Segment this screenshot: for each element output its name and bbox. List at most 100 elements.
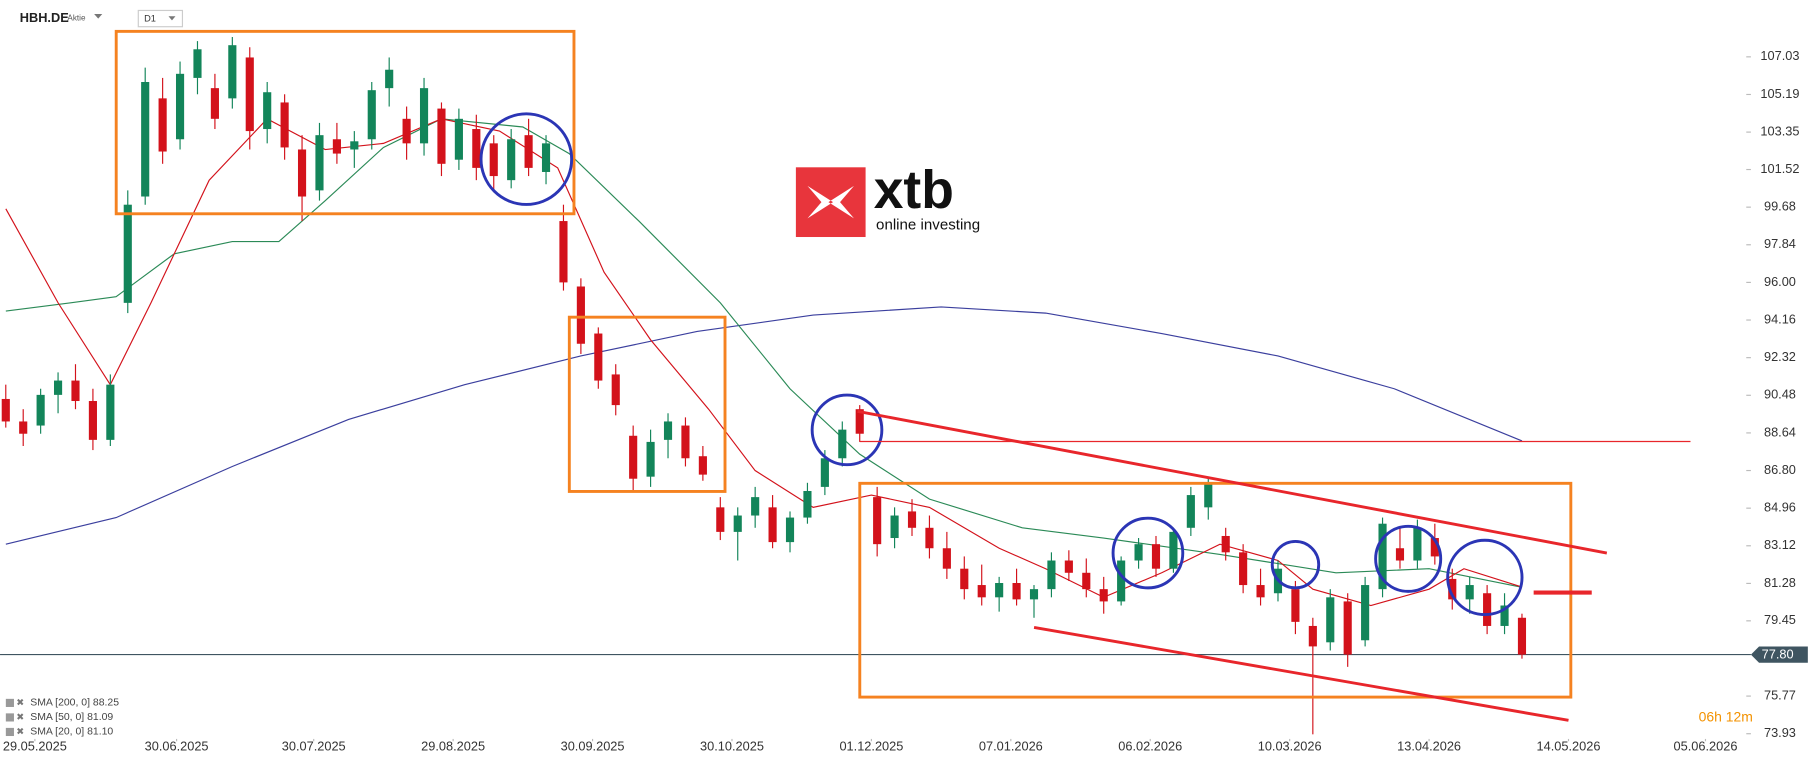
candle-body xyxy=(1204,482,1213,508)
y-tick-label: 92.32 xyxy=(1764,349,1796,364)
y-tick-label: 75.77 xyxy=(1764,687,1796,702)
candle-body xyxy=(820,458,829,487)
sma-line xyxy=(5,118,1523,588)
candle-body xyxy=(785,517,795,543)
plot: 107.03 105.19 103.35 101.52 99.68 97.84 96.00 9… xyxy=(0,37,1808,753)
candle-body xyxy=(855,409,864,434)
sma-line xyxy=(5,118,1523,607)
candle-body xyxy=(611,374,620,406)
y-tick-label: 86.80 xyxy=(1764,462,1796,477)
annotations xyxy=(114,29,1691,722)
x-tick-label: 30.06.2025 xyxy=(145,738,209,753)
candle-body xyxy=(1378,523,1387,590)
y-tick-label: 99.68 xyxy=(1764,199,1796,214)
circle-mark xyxy=(1446,538,1524,617)
legend: ✖ SMA [200, 0] 88.25 ✖ SMA [50, 0] 81.09 ✖ SM… xyxy=(5,697,119,738)
candle-body xyxy=(716,507,725,532)
circle-mark xyxy=(479,112,574,206)
candle-body xyxy=(123,204,132,303)
legend-icon xyxy=(5,698,14,707)
legend-label: SMA [20, 0] 81.10 xyxy=(30,727,113,738)
legend-close: ✖ xyxy=(16,726,24,736)
y-tick-label: 103.35 xyxy=(1760,123,1799,138)
last-price-tag xyxy=(1750,646,1808,663)
candle-body xyxy=(472,129,481,168)
candle-body xyxy=(1151,544,1161,569)
legend-icon xyxy=(5,713,14,722)
candle-body xyxy=(1483,593,1492,626)
dropdown-arrow[interactable] xyxy=(168,16,176,21)
x-tick-label: 29.05.2025 xyxy=(3,738,67,753)
y-tick-label: 90.48 xyxy=(1764,387,1796,402)
dropdown-arrow[interactable] xyxy=(94,13,103,19)
candle-body xyxy=(263,92,272,130)
y-tick-label: 105.19 xyxy=(1760,86,1799,101)
candle-body xyxy=(193,49,202,78)
candle-body xyxy=(681,425,690,459)
timeframe: D1 xyxy=(144,14,156,24)
candle-body xyxy=(1291,589,1300,622)
candle-body xyxy=(890,515,899,539)
candle-body xyxy=(175,73,185,140)
candle-body xyxy=(507,139,516,181)
candle-body xyxy=(141,82,150,197)
candle-body xyxy=(158,98,167,152)
x-tick-label: 29.08.2025 xyxy=(421,738,485,753)
candle-body xyxy=(1430,538,1439,557)
candle-body xyxy=(907,511,917,528)
timeframe-select[interactable] xyxy=(137,9,184,28)
candle-body xyxy=(228,45,237,99)
candle-body xyxy=(1134,544,1143,561)
candle-body xyxy=(960,568,969,590)
candle-body xyxy=(489,143,498,177)
circle-mark xyxy=(1374,524,1443,593)
instrument-kind: Aktie xyxy=(67,14,86,23)
candle-body xyxy=(36,394,45,426)
logo-icon xyxy=(807,185,854,219)
header: HBH.DE Aktie D1 xyxy=(20,9,184,28)
candle-body xyxy=(297,149,307,197)
candle-body xyxy=(1256,585,1265,598)
sma-line xyxy=(5,306,1523,545)
candle-body xyxy=(733,515,742,532)
candle-body xyxy=(594,333,603,381)
candle-body xyxy=(541,143,551,172)
candle-body xyxy=(419,88,429,144)
logo: xtb online investing xyxy=(795,161,980,238)
candle-body xyxy=(1221,535,1230,553)
candle-body xyxy=(315,135,324,191)
range-box xyxy=(114,29,576,216)
candle-body xyxy=(437,108,446,164)
circle-mark xyxy=(1270,539,1321,590)
y-tick-label: 73.93 xyxy=(1764,725,1796,740)
candle-body xyxy=(629,435,638,479)
candle-body xyxy=(838,429,847,459)
candle-body xyxy=(106,384,115,440)
candle-body xyxy=(1186,495,1195,528)
trend-line xyxy=(857,409,1608,555)
candle-body xyxy=(1029,589,1039,600)
y-tick-label: 79.45 xyxy=(1764,612,1796,627)
circle-mark xyxy=(810,393,884,467)
circle-mark xyxy=(1111,516,1185,590)
candle-body xyxy=(332,139,341,154)
candle-body xyxy=(768,507,777,543)
candle-body xyxy=(53,380,63,395)
x-tick-label: 13.04.2026 xyxy=(1397,738,1461,753)
candle-body xyxy=(1012,583,1021,600)
candle-body xyxy=(646,441,655,477)
candle-body xyxy=(942,548,951,569)
x-tick-label: 30.07.2025 xyxy=(282,738,346,753)
candle-body xyxy=(1465,585,1474,600)
symbol[interactable]: HBH.DE xyxy=(20,10,69,25)
candle-body xyxy=(1308,625,1317,647)
x-tick-label: 10.03.2026 xyxy=(1258,738,1322,753)
x-tick-label: 05.06.2026 xyxy=(1674,738,1738,753)
candle-body xyxy=(402,118,411,144)
candle-body xyxy=(1239,552,1248,586)
x-tick-label: 14.05.2026 xyxy=(1537,738,1601,753)
countdown: 06h 12m xyxy=(1699,709,1753,725)
candle-body xyxy=(280,102,289,148)
x-tick-label: 30.09.2025 xyxy=(561,738,625,753)
